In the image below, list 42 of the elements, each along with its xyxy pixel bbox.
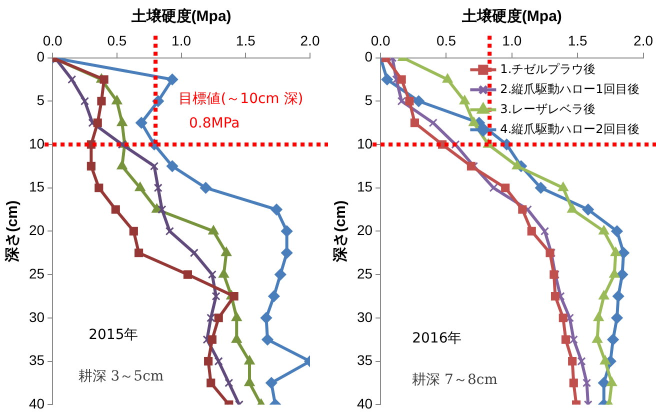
x-tick-label: 1.0 — [502, 32, 522, 48]
y-tick-label: 10 — [356, 135, 373, 152]
y-tick-label: 40 — [28, 395, 45, 412]
y-tick-label: 0 — [364, 48, 373, 65]
y-axis-title: 深さ(cm) — [332, 200, 350, 264]
y-tick-label: 5 — [36, 92, 45, 108]
y-tick-label: 25 — [356, 265, 373, 282]
y-tick-label: 25 — [28, 265, 45, 282]
y-tick-label: 20 — [28, 222, 45, 238]
legend-label: 3.レーザレベラ後 — [500, 102, 596, 116]
y-tick-label: 30 — [28, 308, 45, 325]
y-tick-label: 40 — [356, 395, 373, 412]
x-axis-title: 土壌硬度(Mpa) — [460, 7, 562, 26]
x-tick-label: 2.0 — [300, 32, 320, 48]
x-tick-label: 0.0 — [370, 32, 391, 48]
y-tick-label: 0 — [36, 48, 45, 65]
annotation: 耕深 3～5cm — [78, 368, 164, 384]
x-axis-title: 土壌硬度(Mpa) — [130, 7, 232, 26]
x-tick-label: 0.0 — [42, 32, 63, 48]
x-tick-label: 2.0 — [634, 32, 654, 48]
annotation: 目標値(～10cm 深) — [178, 91, 304, 108]
legend-label: 1.チゼルプラウ後 — [500, 62, 596, 76]
y-tick-label: 35 — [28, 352, 45, 368]
y-tick-label: 15 — [356, 178, 373, 195]
y-tick-label: 35 — [356, 352, 373, 368]
x-tick-label: 1.0 — [172, 32, 192, 48]
y-axis-title: 深さ(cm) — [4, 200, 22, 264]
y-tick-label: 20 — [356, 222, 373, 238]
x-tick-label: 1.5 — [236, 32, 256, 48]
legend-label: 4.縦爪駆動ハロー2回目後 — [500, 122, 640, 136]
y-tick-label: 10 — [28, 135, 45, 152]
legend-label: 2.縦爪駆動ハロー1回目後 — [500, 82, 640, 96]
annotation: 2016年 — [412, 330, 462, 346]
x-tick-label: 0.5 — [436, 32, 456, 48]
annotation: 耕深 7～8cm — [412, 372, 498, 388]
annotation: 0.8MPa — [189, 115, 240, 132]
y-tick-label: 5 — [364, 92, 373, 108]
annotation: 2015年 — [88, 326, 138, 343]
x-tick-label: 1.5 — [568, 32, 588, 48]
y-tick-label: 30 — [356, 308, 373, 325]
y-tick-label: 15 — [28, 178, 45, 195]
x-tick-label: 0.5 — [107, 32, 127, 48]
